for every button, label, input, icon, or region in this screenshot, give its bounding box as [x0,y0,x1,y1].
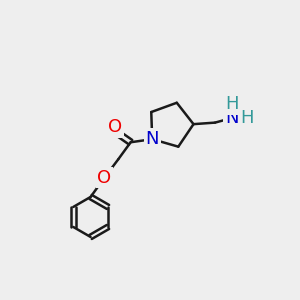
Text: O: O [98,169,112,187]
Text: O: O [108,118,122,136]
Text: H: H [241,109,254,127]
Text: H: H [225,95,239,113]
Text: N: N [225,109,239,127]
Text: N: N [146,130,159,148]
